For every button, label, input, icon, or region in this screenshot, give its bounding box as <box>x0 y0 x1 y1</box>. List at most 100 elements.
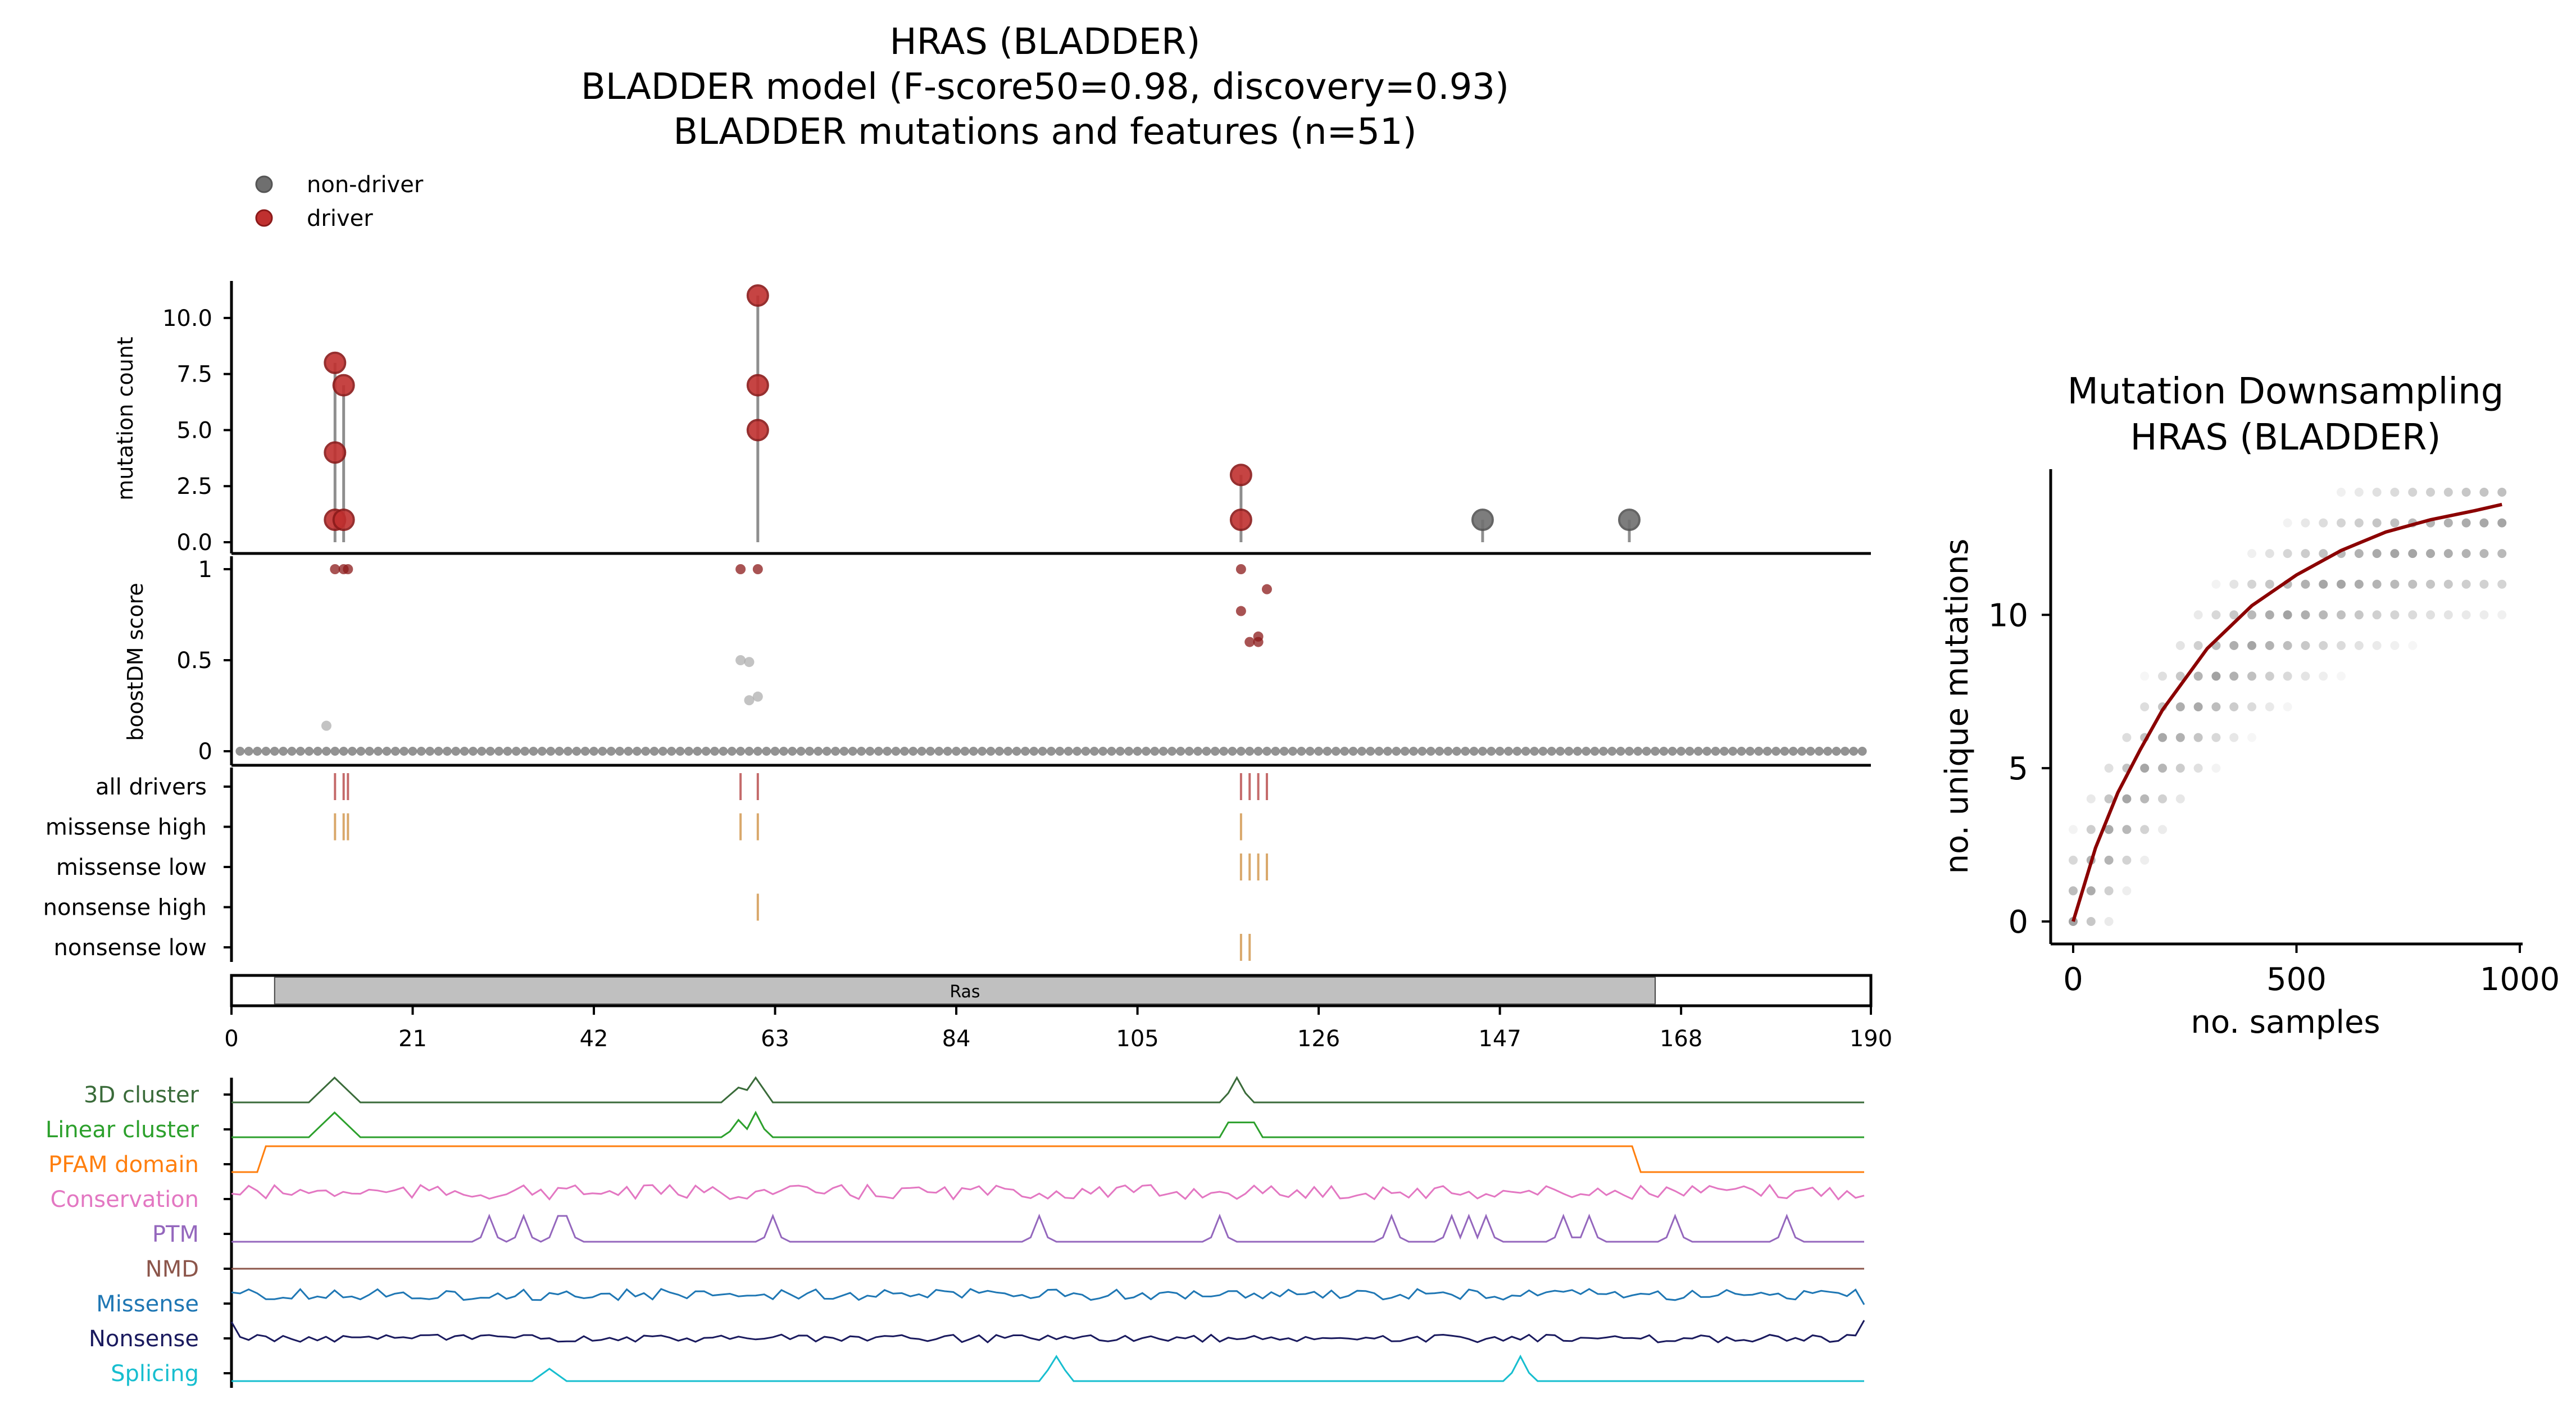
downsampling-point <box>2372 579 2382 589</box>
baseline-point <box>244 747 253 756</box>
baseline-point <box>641 747 651 756</box>
baseline-point <box>253 747 262 756</box>
track-label: Conservation <box>51 1187 199 1213</box>
baseline-point <box>580 747 590 756</box>
downsampling-point <box>2443 549 2453 559</box>
baseline-point <box>1115 747 1125 756</box>
baseline-point <box>1668 747 1677 756</box>
baseline-point <box>1288 747 1298 756</box>
downsampling-point <box>2211 610 2221 620</box>
baseline-point <box>1374 747 1384 756</box>
baseline-point <box>321 747 331 756</box>
downsampling-point <box>2211 733 2221 742</box>
baseline-point <box>883 747 892 756</box>
baseline-point <box>1055 747 1065 756</box>
baseline-point <box>365 747 374 756</box>
baseline-point <box>675 747 685 756</box>
class-row-label: nonsense high <box>43 895 207 921</box>
baseline-point <box>1392 747 1401 756</box>
baseline-point <box>1487 747 1496 756</box>
baseline-point <box>719 747 728 756</box>
baseline-point <box>1176 747 1185 756</box>
downsampling-point <box>2301 671 2310 681</box>
baseline-point <box>1633 747 1643 756</box>
mutation-count-ytick-label: 5.0 <box>176 417 212 443</box>
baseline-point <box>529 747 538 756</box>
downsampling-point <box>2408 579 2418 589</box>
baseline-point <box>1857 747 1867 756</box>
baseline-point <box>1693 747 1703 756</box>
baseline-point <box>348 747 357 756</box>
baseline-point <box>624 747 633 756</box>
baseline-point <box>1271 747 1280 756</box>
baseline-point <box>1685 747 1694 756</box>
baseline-point <box>1469 747 1479 756</box>
downsampling-xtick-label: 0 <box>2063 961 2083 998</box>
downsampling-point <box>2122 886 2132 896</box>
mutation-count-ylabel: mutation count <box>113 337 138 500</box>
baseline-point <box>598 747 607 756</box>
position-tick-label: 21 <box>398 1026 427 1052</box>
baseline-point <box>511 747 521 756</box>
baseline-point <box>1443 747 1453 756</box>
downsampling-point <box>2158 794 2167 803</box>
feature-tracks: 3D cluster Linear cluster PFAM domain Conse… <box>46 1075 1865 1388</box>
downsampling-point <box>2479 579 2489 589</box>
track-label: PFAM domain <box>48 1152 199 1178</box>
ras-domain-label: Ras <box>949 982 980 1002</box>
downsampling-point <box>2301 518 2310 528</box>
downsampling-point <box>2283 641 2292 650</box>
baseline-point <box>1357 747 1366 756</box>
downsampling-point <box>2175 641 2185 650</box>
baseline-point <box>1073 747 1082 756</box>
downsampling-point <box>2390 549 2400 559</box>
baseline-point <box>1409 747 1419 756</box>
boostdm-ytick-label: 1 <box>198 557 212 583</box>
baseline-point <box>839 747 849 756</box>
downsampling-ytick-label: 10 <box>1988 597 2028 634</box>
track-line <box>231 1213 1864 1243</box>
downsampling-point <box>2319 549 2328 559</box>
downsampling-point <box>2086 917 2096 926</box>
downsampling-point <box>2408 488 2418 497</box>
baseline-point <box>1029 747 1039 756</box>
track-label: NMD <box>146 1256 199 1282</box>
baseline-point <box>313 747 322 756</box>
downsampling-point <box>2443 579 2453 589</box>
baseline-point <box>796 747 806 756</box>
downsampling-point <box>2337 579 2346 589</box>
baseline-point <box>261 747 271 756</box>
downsampling-point <box>2247 702 2256 711</box>
downsampling-point <box>2247 579 2256 589</box>
baseline-point <box>330 747 340 756</box>
baseline-point <box>632 747 642 756</box>
baseline-point <box>503 747 512 756</box>
baseline-point <box>1262 747 1271 756</box>
class-row-label: all drivers <box>96 774 207 800</box>
baseline-point <box>374 747 383 756</box>
baseline-point <box>1737 747 1746 756</box>
downsampling-point <box>2247 610 2256 620</box>
downsampling-point <box>2408 549 2418 559</box>
baseline-point <box>1150 747 1160 756</box>
downsampling-panel: Mutation Downsampling HRAS (BLADDER) no.… <box>1939 371 2560 1041</box>
baseline-point <box>1435 747 1444 756</box>
baseline-point <box>1236 747 1246 756</box>
downsampling-point <box>2086 825 2096 834</box>
baseline-point <box>1616 747 1625 756</box>
downsampling-xtick-label: 500 <box>2266 961 2327 998</box>
baseline-point <box>1426 747 1435 756</box>
baseline-point <box>1098 747 1108 756</box>
downsampling-fit-line <box>2071 502 2502 922</box>
baseline-point <box>1598 747 1608 756</box>
downsampling-point <box>2443 488 2453 497</box>
baseline-point <box>1418 747 1427 756</box>
class-row-label: missense high <box>46 815 207 841</box>
baseline-point <box>658 747 667 756</box>
downsampling-point <box>2301 579 2310 589</box>
downsampling-point <box>2337 518 2346 528</box>
nondriver-point <box>1618 508 1641 532</box>
baseline-point <box>279 747 288 756</box>
position-tick-label: 147 <box>1478 1026 1521 1052</box>
downsampling-point <box>2372 610 2382 620</box>
